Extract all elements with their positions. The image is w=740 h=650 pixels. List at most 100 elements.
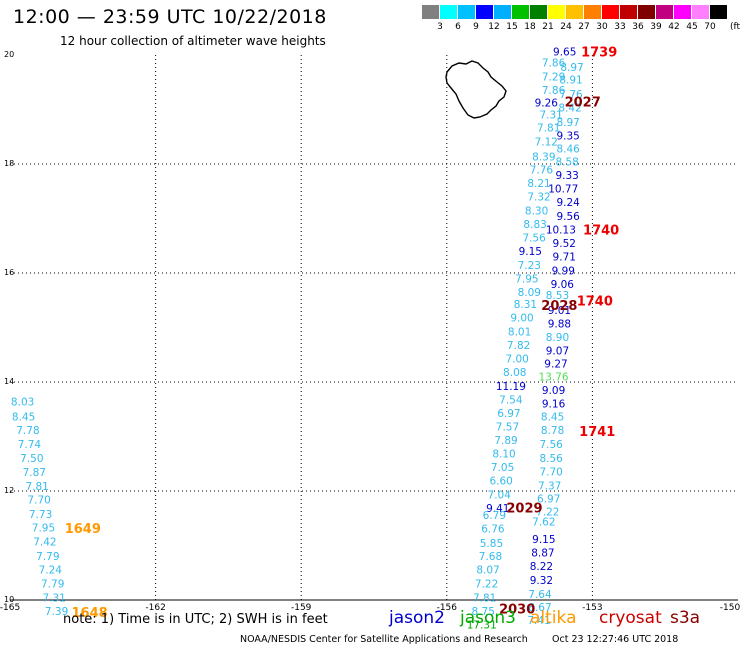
wave-height-value: 9.01 — [548, 305, 571, 317]
wave-height-value: 8.42 — [558, 102, 581, 114]
latitude-label: 10 — [4, 595, 15, 604]
wave-height-value: 9.15 — [519, 246, 542, 258]
colorbar-label: 9 — [473, 22, 479, 32]
pass-time-label: 2030 — [499, 603, 535, 618]
wave-height-value: 7.81 — [537, 122, 560, 134]
wave-height-value: 8.45 — [12, 411, 35, 423]
wave-height-value: 11.19 — [496, 381, 526, 393]
wave-height-value: 8.30 — [525, 205, 548, 217]
legend-s3a: s3a — [670, 608, 701, 628]
wave-height-points: 8.03 8.45 7.78 7.74 7.50 7.87 7.81 7.70 7.73 7.95… — [11, 47, 584, 632]
colorbar-swatch — [440, 5, 458, 19]
wave-height-value: 9.07 — [546, 345, 569, 357]
wave-height-value: 7.37 — [538, 481, 561, 493]
wave-height-value: 6.60 — [489, 476, 512, 488]
wave-height-value: 7.22 — [475, 579, 498, 591]
legend-cryosat: cryosat — [599, 608, 662, 628]
wave-height-value: 7.29 — [542, 71, 565, 83]
wave-height-value: 9.33 — [555, 170, 578, 182]
wave-height-value: 7.00 — [505, 354, 528, 366]
wave-height-value: 8.09 — [518, 287, 541, 299]
wave-height-value: 7.42 — [33, 537, 56, 549]
wave-height-value: 7.87 — [23, 467, 46, 479]
wave-height-value: 7.04 — [488, 489, 512, 501]
colorbar-label: 24 — [560, 22, 572, 32]
pass-time-label: 1649 — [65, 522, 101, 537]
colorbar-swatch — [458, 5, 476, 19]
wave-height-value: 7.41 — [527, 615, 550, 627]
wave-height-value: 8.07 — [476, 564, 499, 576]
wave-height-value: 9.16 — [542, 398, 566, 410]
wave-height-value: 8.53 — [546, 290, 569, 302]
wave-height-value: 13.76 — [539, 372, 569, 384]
colorbar-swatch — [530, 5, 548, 19]
longitude-label: -159 — [290, 603, 312, 613]
wave-height-value: 7.79 — [41, 579, 64, 591]
wave-height-value: 8.90 — [546, 332, 569, 344]
wave-height-value: 7.70 — [27, 495, 50, 507]
colorbar-label: 3 — [437, 22, 443, 32]
colorbar-label: 42 — [668, 22, 680, 32]
wave-height-value: 7.73 — [29, 509, 52, 521]
wave-height-value: 7.89 — [494, 435, 517, 447]
wave-height-value: 9.00 — [510, 313, 533, 325]
pass-time-label: 1739 — [581, 46, 617, 61]
page-subtitle: 12 hour collection of altimeter wave hei… — [60, 34, 326, 48]
wave-height-value: 9.26 — [535, 97, 559, 109]
wave-height-value: 9.06 — [551, 279, 575, 291]
longitude-label: -162 — [145, 603, 166, 613]
wave-height-value: 9.88 — [548, 319, 571, 331]
wave-height-value: 9.32 — [530, 575, 553, 587]
colorbar-swatch — [710, 5, 728, 19]
wave-height-value: 7.78 — [16, 425, 39, 437]
pass-time-label: 1648 — [72, 606, 108, 621]
longitude-label: -156 — [436, 603, 458, 613]
wave-height-value: 9.09 — [542, 385, 565, 397]
colorbar-label: 30 — [596, 22, 608, 32]
colorbar-swatch — [494, 5, 512, 19]
colorbar-label: 33 — [614, 22, 626, 32]
wave-height-value: 7.54 — [499, 394, 523, 406]
colorbar-swatch — [584, 5, 602, 19]
wave-height-value: 9.41 — [486, 503, 509, 515]
wave-height-value: 8.58 — [555, 156, 578, 168]
colorbar-label: 15 — [506, 22, 518, 32]
colorbar-label: 45 — [686, 22, 698, 32]
wave-height-value: 7.12 — [535, 137, 558, 149]
pass-time-label: 1740 — [577, 294, 613, 309]
wave-height-value: 9.27 — [544, 358, 567, 370]
wave-height-value: 8.45 — [541, 411, 564, 423]
colorbar-swatch — [602, 5, 620, 19]
wave-height-value: 6.97 — [537, 494, 560, 506]
latitude-label: 18 — [4, 159, 15, 168]
wave-height-value: 8.78 — [541, 425, 564, 437]
wave-height-value: 6.79 — [483, 510, 506, 522]
longitude-label: -165 — [0, 603, 21, 613]
latitude-label: 14 — [4, 377, 15, 386]
pass-time-label: 1741 — [579, 425, 615, 440]
wave-height-value: 7.86 — [542, 58, 566, 70]
wave-height-value: 7.05 — [491, 462, 514, 474]
wave-height-value: 7.76 — [530, 164, 554, 176]
wave-height-value: 7.82 — [507, 340, 530, 352]
colorbar-swatch — [476, 5, 494, 19]
pass-time-label: 2029 — [506, 501, 542, 516]
colorbar-label: 18 — [524, 22, 536, 32]
wave-height-value: 8.08 — [503, 367, 526, 379]
wave-height-value: 8.21 — [527, 178, 550, 190]
wave-height-value: 8.39 — [532, 151, 555, 163]
wave-height-value: 8.67 — [528, 602, 551, 614]
colorbar-swatch — [656, 5, 674, 19]
wave-height-value: 7.39 — [45, 606, 68, 618]
wave-height-value: 7.62 — [532, 517, 555, 529]
longitude-label: -153 — [582, 603, 603, 613]
wave-height-value: 7.56 — [539, 439, 563, 451]
colorbar-swatch — [566, 5, 584, 19]
wave-height-value: 9.35 — [556, 131, 579, 143]
page-title: 12:00 — 23:59 UTC 10/22/2018 — [13, 6, 327, 28]
wave-height-value: 7.31 — [42, 592, 65, 604]
colorbar-unit: (ft) — [730, 22, 740, 32]
credit-text: NOAA/NESDIS Center for Satellite Applica… — [240, 634, 528, 645]
wave-height-value: 9.99 — [552, 265, 575, 277]
